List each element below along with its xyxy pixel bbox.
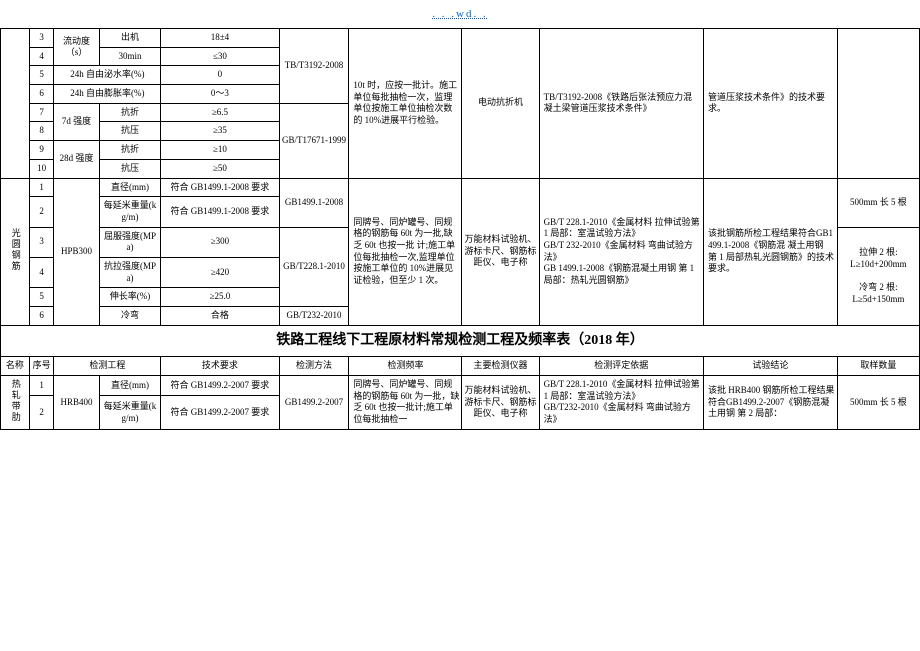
cell: 10 xyxy=(29,159,54,178)
cell: 3 xyxy=(29,29,54,48)
cell: TB/T3192-2008《铁路后张法预应力混凝土梁管道压浆技术条件》 xyxy=(539,29,703,179)
sec3-cat: 热轧带肋 xyxy=(1,375,30,430)
cell: 符合 GB1499.2-2007 要求 xyxy=(161,375,279,396)
cell: 3 xyxy=(29,227,54,257)
cell: GB/T228.1-2010 xyxy=(279,227,349,306)
cell: HRB400 xyxy=(54,375,99,430)
cell: 0 xyxy=(161,66,279,85)
cell: 符合 GB1499.1-2008 要求 xyxy=(161,178,279,197)
cell: 管道压浆技术条件》的技术要求。 xyxy=(704,29,838,179)
cell: ≥6.5 xyxy=(161,103,279,122)
cell: 电动抗折机 xyxy=(462,29,539,179)
table-title: 铁路工程线下工程原材料常规检测工程及频率表（2018 年） xyxy=(1,325,920,356)
cell: GB/T 228.1-2010《金属材料 拉伸试验第 1 局部：室温试验方法》 … xyxy=(539,178,703,325)
cell: 9 xyxy=(29,141,54,160)
hdr: 检测方法 xyxy=(279,356,349,375)
cell: 伸长率(%) xyxy=(99,288,161,307)
cell: 2 xyxy=(29,197,54,227)
cell: ≥25.0 xyxy=(161,288,279,307)
cell: 抗压 xyxy=(99,159,161,178)
cell: 万能材料试验机、游标卡尺、钢筋标距仪、电子称 xyxy=(462,178,539,325)
sec1-left-blank xyxy=(1,29,30,179)
cell: ≥50 xyxy=(161,159,279,178)
hdr: 主要检测仪器 xyxy=(462,356,539,375)
hdr: 检测评定依据 xyxy=(539,356,703,375)
hdr: 检测工程 xyxy=(54,356,161,375)
sec2-cat: 光圆钢筋 xyxy=(1,178,30,325)
hdr: 取样数量 xyxy=(837,356,919,375)
cell: 10t 时，应按一批计。施工单位每批抽检一次，监理单位按施工单位抽检次数的 10… xyxy=(349,29,462,179)
cell: 6 xyxy=(29,307,54,326)
cell: 6 xyxy=(29,85,54,104)
hdr: 技术要求 xyxy=(161,356,279,375)
cell: 5 xyxy=(29,66,54,85)
hdr: 名称 xyxy=(1,356,30,375)
cell: 直径(mm) xyxy=(99,375,161,396)
cell: 500mm 长 5 根 xyxy=(837,375,919,430)
cell: 1 xyxy=(29,178,54,197)
cell: ≤30 xyxy=(161,47,279,66)
cell: 18±4 xyxy=(161,29,279,48)
cell: 拉伸 2 根: L≥10d+200mm 冷弯 2 根: L≥5d+150mm xyxy=(837,227,919,325)
cell: 24h 自由泌水率(%) xyxy=(54,66,161,85)
cell: 1 xyxy=(29,375,54,396)
cell: ≥10 xyxy=(161,141,279,160)
cell: GB/T 228.1-2010《金属材料 拉伸试验第 1 局部：室温试验方法》 … xyxy=(539,375,703,430)
cell: 5 xyxy=(29,288,54,307)
cell: 流动度（s） xyxy=(54,29,99,66)
cell: 4 xyxy=(29,47,54,66)
cell: GB1499.1-2008 xyxy=(279,178,349,227)
cell: 冷弯 xyxy=(99,307,161,326)
cell: 合格 xyxy=(161,307,279,326)
cell: 符合 GB1499.2-2007 要求 xyxy=(161,396,279,430)
cell: 7 xyxy=(29,103,54,122)
hdr: 检测频率 xyxy=(349,356,462,375)
hdr: 序号 xyxy=(29,356,54,375)
cell: GB/T17671-1999 xyxy=(279,103,349,178)
cell: 抗折 xyxy=(99,103,161,122)
cell: ≥35 xyxy=(161,122,279,141)
page-header-link: . . .wd. . xyxy=(0,0,920,28)
cell: 0～3 xyxy=(161,85,279,104)
cell: 符合 GB1499.1-2008 要求 xyxy=(161,197,279,227)
cell: 屈服强度(MPa) xyxy=(99,227,161,257)
cell: 30min xyxy=(99,47,161,66)
cell: 每延米重量(kg/m) xyxy=(99,197,161,227)
cell: 抗拉强度(MPa) xyxy=(99,257,161,287)
cell: 出机 xyxy=(99,29,161,48)
cell: 万能材料试验机、游标卡尺、钢筋标距仪、电子称 xyxy=(462,375,539,430)
cell: 同牌号、同炉罐号、同规格的钢筋每 60t 为一批，缺乏 60t 也按一批计;施工… xyxy=(349,375,462,430)
cell: 直径(mm) xyxy=(99,178,161,197)
hdr: 试验结论 xyxy=(704,356,838,375)
cell: 同牌号、同炉罐号、同规格的钢筋每 60t 为一批,缺乏 60t 也按一批 计;施… xyxy=(349,178,462,325)
cell: 7d 强度 xyxy=(54,103,99,140)
cell: HPB300 xyxy=(54,178,99,325)
cell: 每延米重量(kg/m) xyxy=(99,396,161,430)
cell: 500mm 长 5 根 xyxy=(837,178,919,227)
cell: TB/T3192-2008 xyxy=(279,29,349,104)
main-table: 3 流动度（s） 出机 18±4 TB/T3192-2008 10t 时，应按一… xyxy=(0,28,920,430)
cell: GB/T232-2010 xyxy=(279,307,349,326)
cell: ≥420 xyxy=(161,257,279,287)
cell xyxy=(837,29,919,179)
cell: GB1499.2-2007 xyxy=(279,375,349,430)
cell: 该批钢筋所检工程结果符合GB1499.1-2008《钢筋混 凝土用钢 第 1 局… xyxy=(704,178,838,325)
cell: 8 xyxy=(29,122,54,141)
cell: 该批 HRB400 钢筋所检工程结果符合GB1499.2-2007《钢筋混凝土用… xyxy=(704,375,838,430)
cell: 2 xyxy=(29,396,54,430)
cell: 抗折 xyxy=(99,141,161,160)
cell: 4 xyxy=(29,257,54,287)
cell: 抗压 xyxy=(99,122,161,141)
cell: 28d 强度 xyxy=(54,141,99,178)
cell: 24h 自由膨胀率(%) xyxy=(54,85,161,104)
cell: ≥300 xyxy=(161,227,279,257)
